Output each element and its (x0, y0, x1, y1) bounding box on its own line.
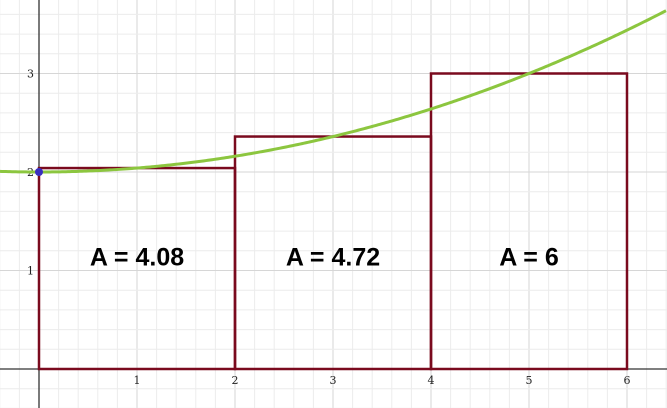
x-tick-label: 5 (526, 374, 533, 387)
points (35, 168, 43, 176)
area-labels: A = 4.08 A = 4.72 A = 6 (90, 244, 559, 272)
area-label: A = 4.08 (90, 244, 184, 272)
point-marker[interactable] (35, 168, 43, 176)
x-tick-label: 1 (134, 374, 141, 387)
function-curve-path (0, 9, 667, 174)
x-tick-label: 2 (232, 374, 239, 387)
x-tick-label: 4 (428, 374, 435, 387)
y-tick-label: 1 (27, 265, 34, 278)
function-curve (0, 9, 667, 174)
y-tick-label: 3 (27, 68, 34, 81)
area-label: A = 6 (499, 244, 559, 272)
x-tick-label: 6 (624, 374, 631, 387)
x-tick-label: 3 (330, 374, 337, 387)
area-label: A = 4.72 (286, 244, 380, 272)
